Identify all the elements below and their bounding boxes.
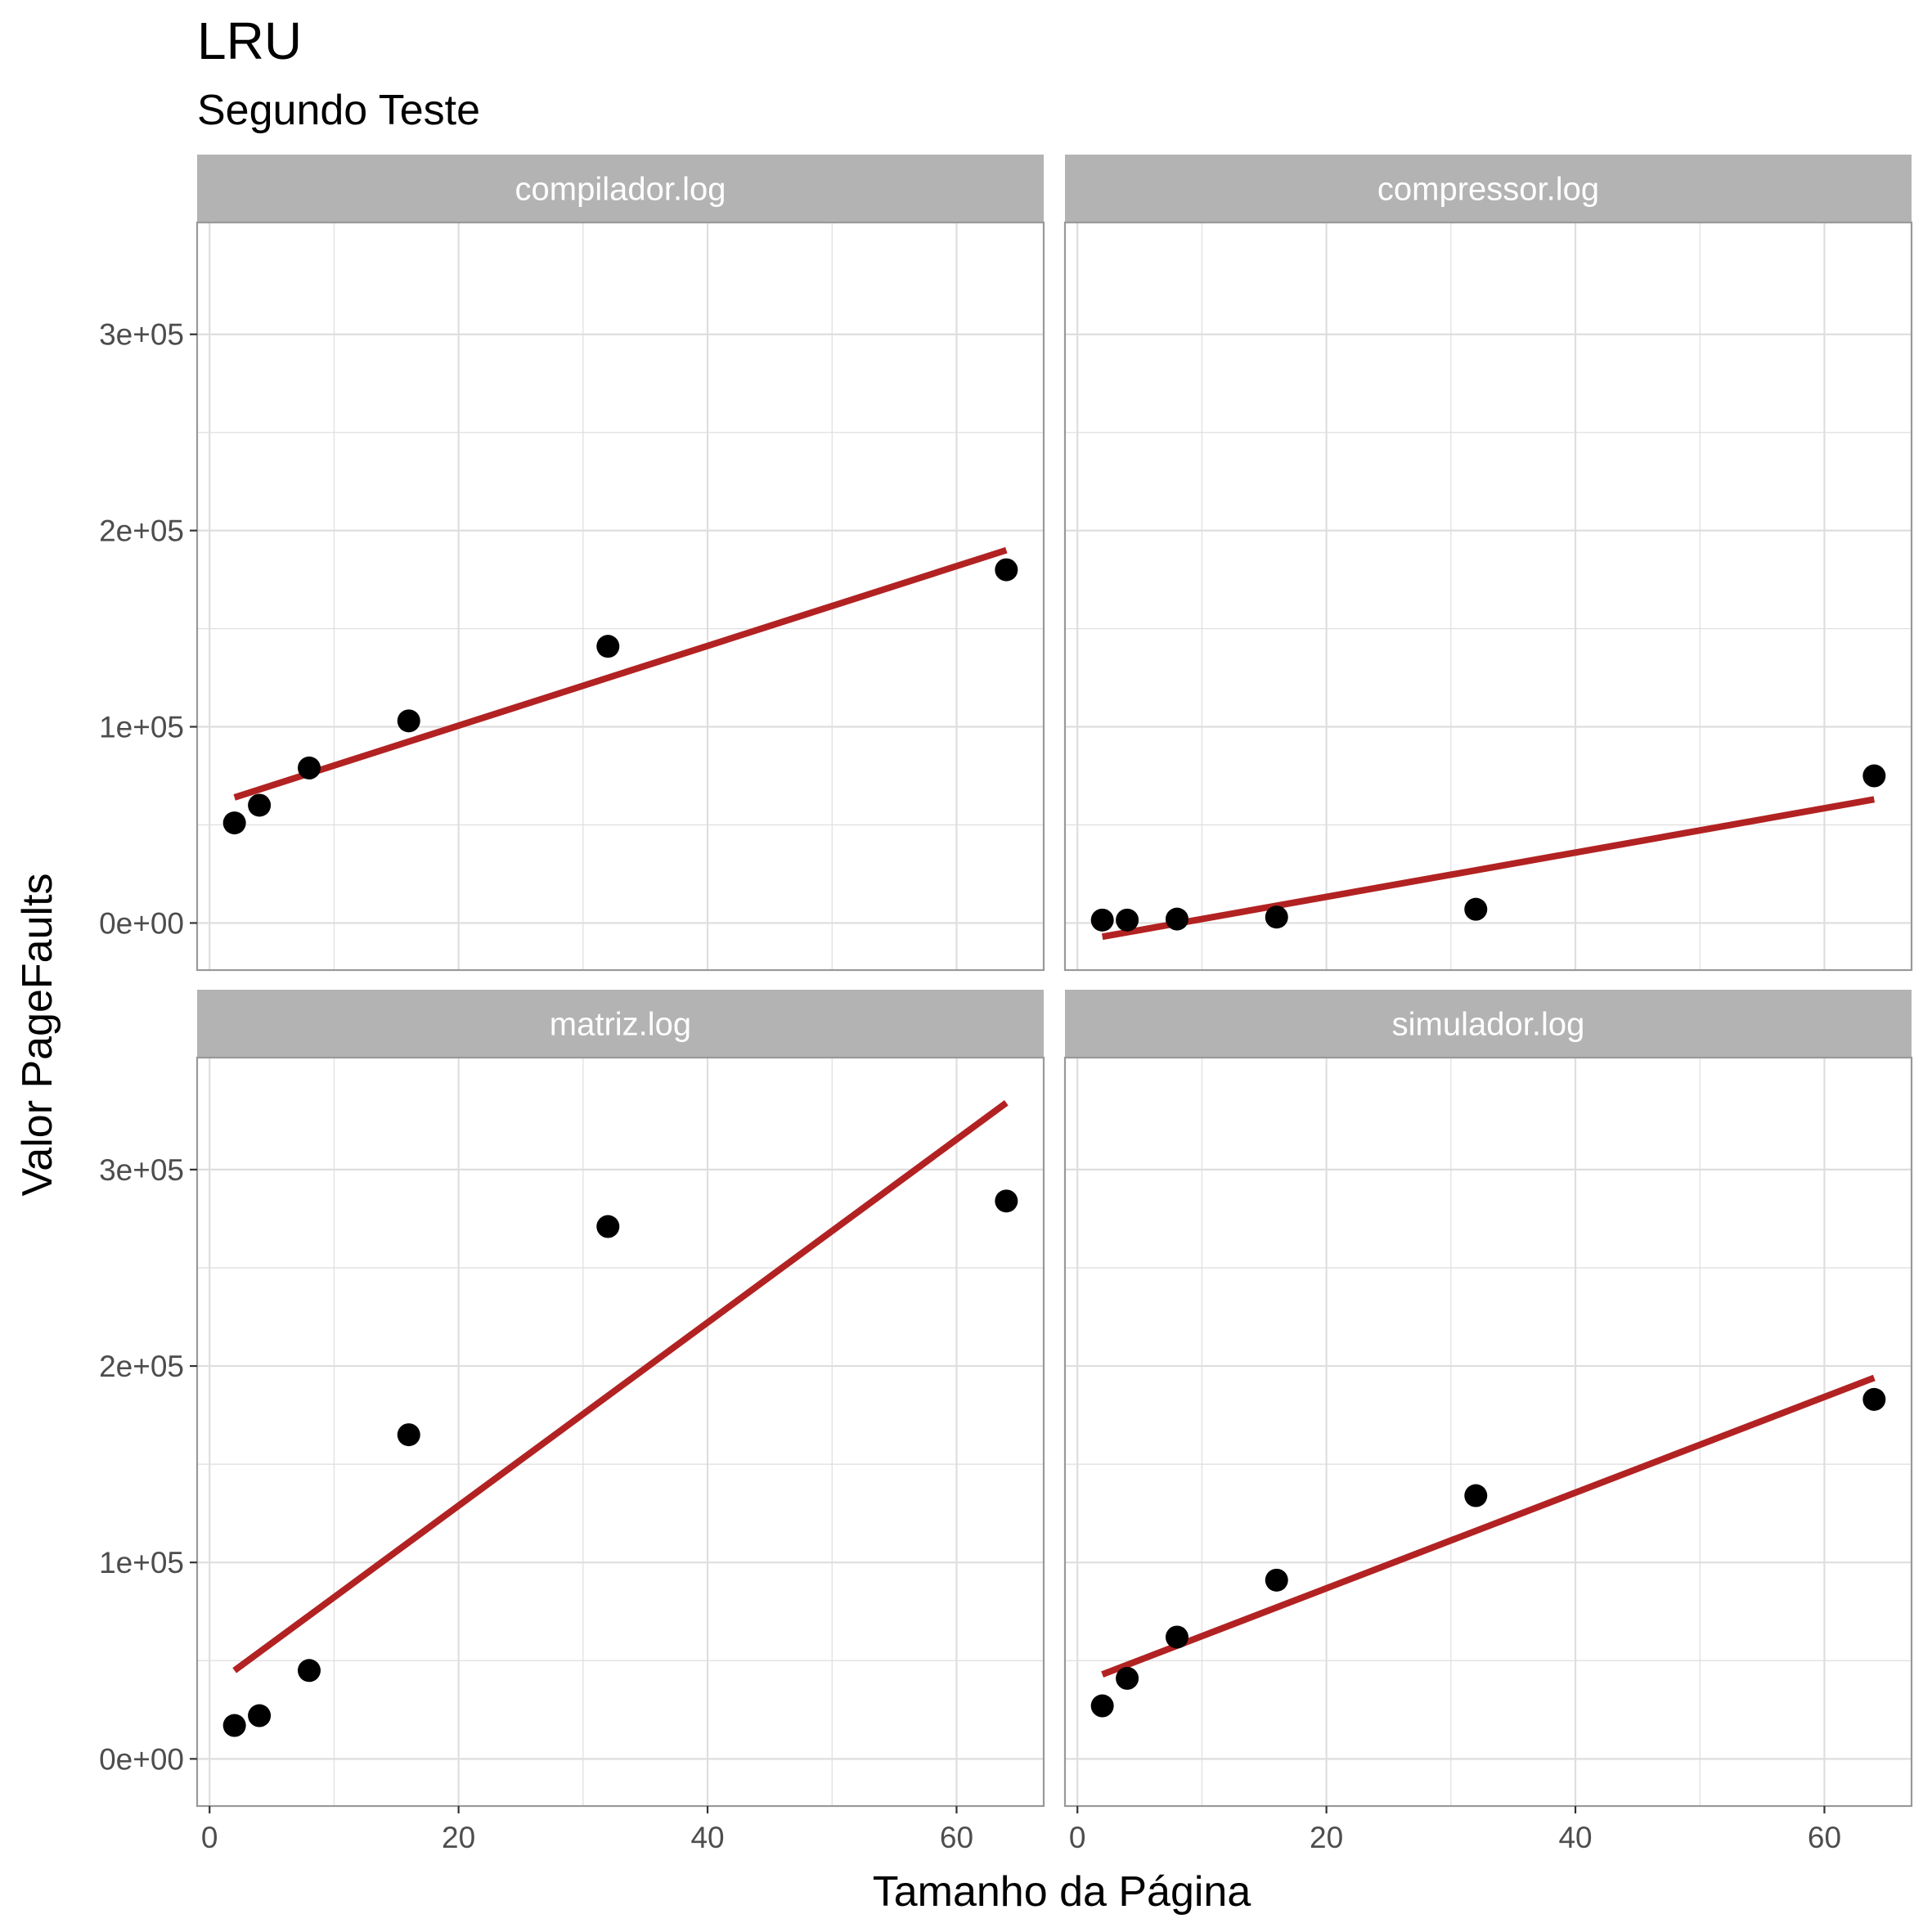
data-point	[1116, 1666, 1139, 1690]
y-tick-label: 1e+05	[99, 711, 184, 744]
data-point	[248, 1704, 272, 1728]
facet-panel: matriz.log	[195, 990, 1045, 1808]
shared-axes: 0e+00 1e+05 2e+05 3e+05 0e+00 1e+05 2e+05 3e+05…	[99, 318, 1841, 1854]
facet-panel: compressor.log	[1063, 155, 1913, 972]
facet-panel: simulador.log	[1063, 990, 1913, 1808]
facet-panel: compilador.log	[195, 155, 1045, 972]
chart-title: LRU	[197, 11, 302, 70]
data-point	[248, 793, 272, 817]
data-point	[297, 1659, 321, 1683]
panel-border	[1063, 221, 1913, 972]
data-point	[995, 1189, 1018, 1213]
facet-strip-label: compilador.log	[515, 172, 726, 208]
y-axis-title: Valor PageFaults	[14, 873, 61, 1196]
data-point	[1116, 908, 1139, 932]
data-point	[1090, 1694, 1114, 1718]
y-tick-label: 0e+00	[99, 906, 184, 940]
data-point	[1265, 1568, 1288, 1592]
x-tick-label: 60	[1808, 1821, 1841, 1854]
data-point	[1165, 1625, 1188, 1649]
data-point	[397, 1423, 420, 1447]
facet-strip-label: compressor.log	[1377, 172, 1599, 208]
x-tick-label: 0	[1069, 1821, 1086, 1854]
data-point	[1862, 1387, 1886, 1411]
data-point	[995, 558, 1018, 582]
data-point	[1464, 1484, 1488, 1507]
facet-panels: compilador.log compressor.log matriz.log si…	[195, 155, 1913, 1808]
chart-subtitle: Segundo Teste	[197, 87, 480, 134]
x-tick-label: 20	[442, 1821, 475, 1854]
data-point	[297, 756, 321, 780]
facet-strip-label: simulador.log	[1392, 1007, 1585, 1043]
panel-border	[1063, 1056, 1913, 1808]
panel-background	[197, 222, 1044, 970]
y-tick-label: 0e+00	[99, 1742, 184, 1776]
data-point	[1090, 908, 1114, 932]
x-tick-label: 0	[201, 1821, 218, 1854]
data-point	[1265, 905, 1288, 929]
y-tick-label: 3e+05	[99, 318, 184, 352]
panel-border	[195, 221, 1045, 972]
x-tick-label: 40	[690, 1821, 724, 1854]
facet-strip	[197, 155, 1044, 222]
data-point	[1862, 764, 1886, 788]
facet-strip	[197, 990, 1044, 1058]
x-tick-label: 20	[1310, 1821, 1343, 1854]
panel-background	[1065, 222, 1912, 970]
x-tick-label: 60	[940, 1821, 973, 1854]
y-tick-label: 2e+05	[99, 1350, 184, 1383]
data-point	[222, 1714, 246, 1737]
data-point	[596, 635, 620, 658]
trend-line	[1101, 796, 1876, 941]
data-point	[596, 1215, 620, 1238]
y-tick-label: 1e+05	[99, 1546, 184, 1579]
panel-border	[195, 1056, 1045, 1808]
y-tick-label: 3e+05	[99, 1153, 184, 1187]
x-tick-label: 40	[1558, 1821, 1592, 1854]
panel-background	[1065, 1058, 1912, 1806]
trend-line	[232, 1100, 1009, 1674]
x-axis-title: Tamanho da Página	[873, 1868, 1251, 1916]
facet-strip-label: matriz.log	[550, 1007, 691, 1043]
data-point	[397, 709, 420, 733]
facet-strip	[1065, 155, 1912, 222]
trend-line	[1101, 1374, 1876, 1678]
data-point	[1165, 907, 1188, 931]
trend-line	[233, 546, 1008, 801]
facet-strip	[1065, 990, 1912, 1058]
data-point	[222, 811, 246, 835]
y-tick-label: 2e+05	[99, 514, 184, 548]
data-point	[1464, 897, 1488, 921]
